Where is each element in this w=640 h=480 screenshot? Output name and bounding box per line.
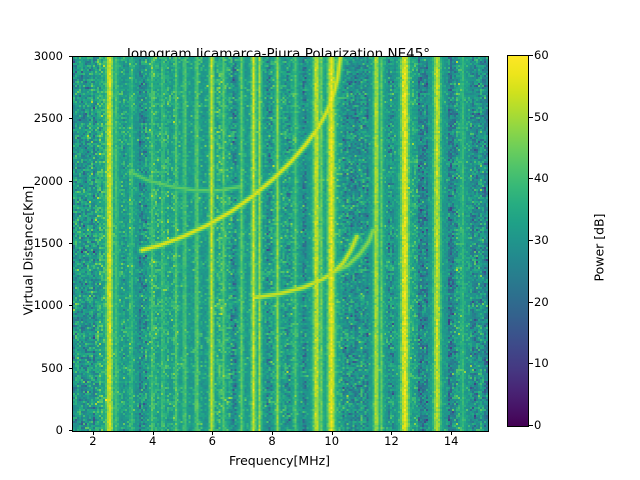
colorbar-tick-label: 30 (534, 233, 549, 247)
colorbar-tick-mark (529, 55, 533, 56)
y-tick-mark (68, 430, 73, 431)
x-tick-label: 8 (268, 434, 276, 448)
x-tick-mark (391, 431, 393, 435)
y-tick-label: 500 (41, 360, 63, 375)
y-tick-mark (68, 243, 73, 244)
y-tick-label: 2500 (33, 111, 63, 126)
colorbar-tick-label: 10 (534, 356, 549, 371)
x-tick-label: 4 (148, 434, 157, 448)
colorbar-tick-label: 40 (534, 171, 549, 186)
x-tick-mark (272, 431, 274, 435)
y-tick-label: 1500 (33, 236, 63, 250)
x-tick-mark (92, 431, 94, 435)
y-tick-label: 0 (55, 423, 63, 437)
y-tick-label: 3000 (33, 49, 63, 63)
colorbar-tick-label: 20 (534, 294, 549, 309)
x-tick-mark (331, 431, 333, 435)
y-tick-label: 2000 (33, 173, 63, 188)
x-tick-label: 2 (89, 434, 97, 448)
x-tick-label: 14 (443, 434, 459, 448)
y-tick-mark (68, 180, 73, 182)
colorbar (507, 55, 529, 427)
y-tick-mark (68, 56, 73, 57)
x-tick-label: 12 (384, 434, 399, 448)
y-tick-mark (68, 367, 73, 369)
colorbar-tick-label: 0 (534, 418, 542, 432)
colorbar-tick-mark (529, 178, 533, 180)
colorbar-tick-mark (529, 301, 533, 303)
colorbar-label: Power [dB] (591, 213, 607, 282)
x-axis-label: Frequency[MHz] (228, 453, 331, 468)
y-tick-label: 1000 (33, 298, 63, 313)
y-tick-mark (68, 305, 73, 307)
ionogram-heatmap (73, 57, 488, 431)
x-tick-label: 6 (208, 434, 216, 448)
y-tick-mark (68, 118, 73, 120)
colorbar-tick-mark (529, 425, 533, 426)
colorbar-tick-mark (529, 240, 533, 241)
colorbar-tick-label: 50 (534, 109, 549, 124)
plot-area (72, 56, 489, 432)
colorbar-tick-label: 60 (534, 48, 549, 62)
x-tick-mark (212, 431, 214, 435)
colorbar-tick-mark (529, 363, 533, 365)
colorbar-tick-mark (529, 116, 533, 118)
x-tick-mark (152, 431, 154, 435)
x-tick-label: 10 (324, 434, 340, 448)
colorbar-gradient (508, 56, 528, 426)
x-tick-mark (451, 431, 453, 435)
